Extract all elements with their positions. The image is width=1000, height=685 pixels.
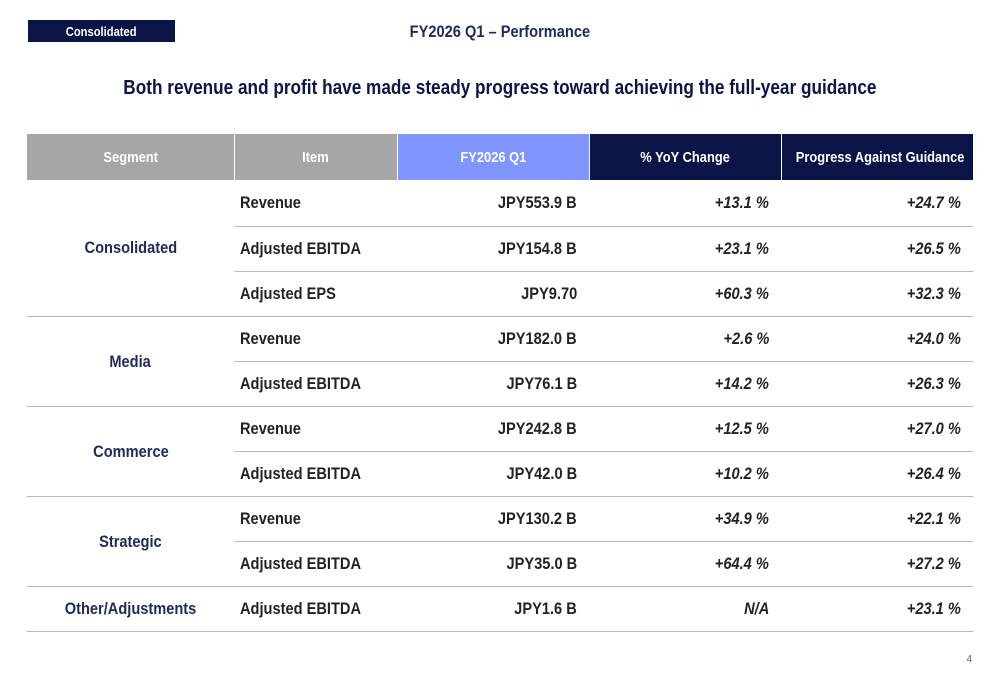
- item-cell: Revenue: [234, 406, 397, 452]
- progress-cell: +23.1 %: [781, 586, 973, 632]
- page-subtitle: Both revenue and profit have made steady…: [123, 77, 877, 99]
- item-cell: Adjusted EPS: [234, 271, 397, 317]
- progress-cell: +26.3 %: [781, 361, 973, 407]
- yoy-cell: +2.6 %: [589, 316, 781, 362]
- table-row: Commerce Revenue JPY242.8 B +12.5 % +27.…: [27, 406, 973, 497]
- yoy-cell: +34.9 %: [589, 496, 781, 542]
- yoy-cell: +12.5 %: [589, 406, 781, 452]
- progress-cell: +26.4 %: [781, 451, 973, 497]
- yoy-cell: +60.3 %: [589, 271, 781, 317]
- value-cell: JPY9.70: [397, 271, 589, 317]
- item-cell: Adjusted EBITDA: [234, 451, 397, 497]
- segment-tag: Consolidated: [28, 20, 175, 42]
- table-row: Strategic Revenue JPY130.2 B +34.9 % +22…: [27, 496, 973, 587]
- progress-cell: +22.1 %: [781, 496, 973, 542]
- table-row: Adjusted EPS JPY9.70 +60.3 % +32.3 %: [27, 271, 973, 317]
- value-cell: JPY182.0 B: [397, 316, 589, 362]
- item-cell: Revenue: [234, 316, 397, 362]
- yoy-cell: +13.1 %: [589, 180, 781, 227]
- segment-cell: Other/Adjustments: [27, 586, 234, 632]
- item-cell: Adjusted EBITDA: [234, 361, 397, 407]
- value-cell: JPY154.8 B: [397, 226, 589, 272]
- table-row: Media Revenue JPY182.0 B +2.6 % +24.0 %: [27, 316, 973, 407]
- page-number: 4: [966, 654, 972, 665]
- table-row: Adjusted EBITDA JPY42.0 B +10.2 % +26.4 …: [27, 451, 973, 497]
- value-cell: JPY553.9 B: [397, 180, 589, 227]
- segment-tag-label: Consolidated: [66, 23, 137, 39]
- progress-cell: +26.5 %: [781, 226, 973, 272]
- yoy-cell: +64.4 %: [589, 541, 781, 587]
- column-header-yoy-change: % YoY Change: [588, 134, 781, 180]
- segment-cell: Strategic: [27, 496, 234, 587]
- column-header-fy2026-q1: FY2026 Q1: [396, 134, 589, 180]
- value-cell: JPY242.8 B: [397, 406, 589, 452]
- yoy-cell: +23.1 %: [589, 226, 781, 272]
- item-cell: Adjusted EBITDA: [234, 226, 397, 272]
- segment-cell: Commerce: [27, 406, 234, 497]
- progress-cell: +32.3 %: [781, 271, 973, 317]
- table-row: Adjusted EBITDA JPY35.0 B +64.4 % +27.2 …: [27, 541, 973, 587]
- page-title: FY2026 Q1 – Performance: [409, 22, 591, 41]
- yoy-cell: +14.2 %: [589, 361, 781, 407]
- table-row: Other/Adjustments Adjusted EBITDA JPY1.6…: [27, 586, 973, 632]
- item-cell: Revenue: [234, 496, 397, 542]
- progress-cell: +27.0 %: [781, 406, 973, 452]
- table-header-row: Segment Item FY2026 Q1 % YoY Change Prog…: [27, 134, 973, 180]
- progress-cell: +24.0 %: [781, 316, 973, 362]
- value-cell: JPY130.2 B: [397, 496, 589, 542]
- table-row: Consolidated Revenue JPY553.9 B +13.1 % …: [27, 180, 973, 317]
- table-row: Adjusted EBITDA JPY154.8 B +23.1 % +26.5…: [27, 226, 973, 272]
- table-row: Adjusted EBITDA JPY76.1 B +14.2 % +26.3 …: [27, 361, 973, 407]
- performance-table: Segment Item FY2026 Q1 % YoY Change Prog…: [27, 134, 973, 632]
- value-cell: JPY42.0 B: [397, 451, 589, 497]
- progress-cell: +27.2 %: [781, 541, 973, 587]
- item-cell: Adjusted EBITDA: [234, 541, 397, 587]
- value-cell: JPY1.6 B: [397, 586, 589, 632]
- segment-cell: Consolidated: [27, 180, 234, 317]
- column-header-item: Item: [233, 134, 397, 180]
- item-cell: Adjusted EBITDA: [234, 586, 397, 632]
- segment-cell: Media: [27, 316, 234, 407]
- column-header-progress: Progress Against Guidance: [780, 134, 973, 180]
- progress-cell: +24.7 %: [781, 180, 973, 227]
- value-cell: JPY35.0 B: [397, 541, 589, 587]
- item-cell: Revenue: [234, 180, 397, 227]
- yoy-cell: N/A: [589, 586, 781, 632]
- value-cell: JPY76.1 B: [397, 361, 589, 407]
- yoy-cell: +10.2 %: [589, 451, 781, 497]
- column-header-segment: Segment: [27, 134, 234, 180]
